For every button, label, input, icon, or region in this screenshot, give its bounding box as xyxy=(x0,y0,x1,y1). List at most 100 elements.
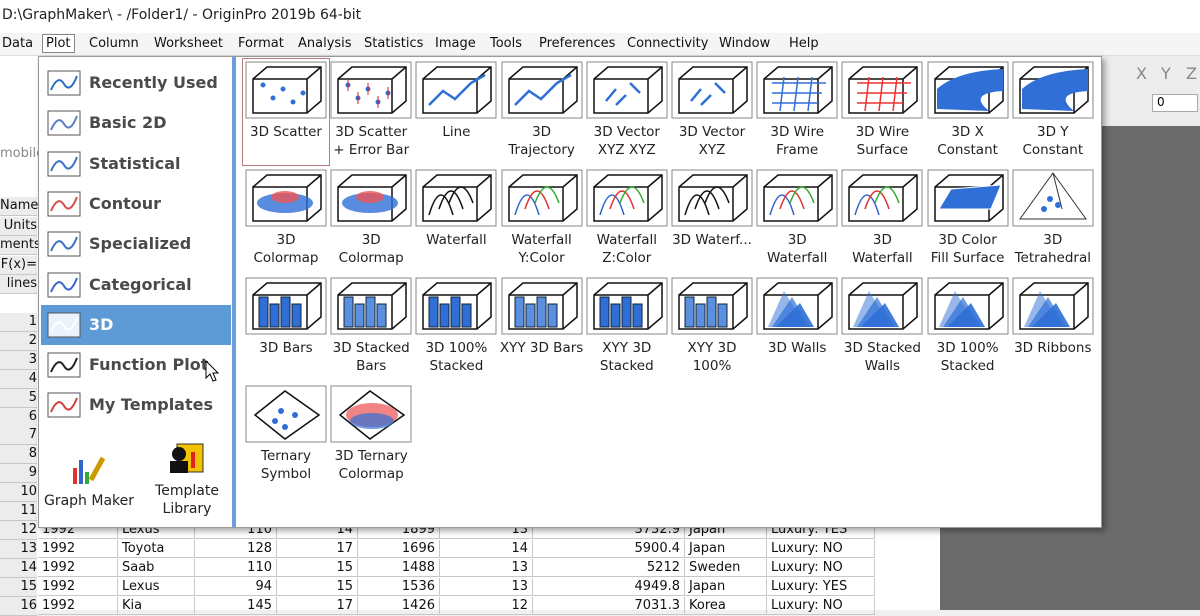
menu-item[interactable]: Image xyxy=(435,36,476,51)
template-item[interactable]: 3D X Constant xyxy=(925,59,1011,165)
template-icon xyxy=(927,61,1009,119)
template-icon xyxy=(330,169,412,227)
category-item[interactable]: Categorical xyxy=(41,265,231,305)
category-item[interactable]: Contour xyxy=(41,184,231,224)
template-icon xyxy=(841,169,923,227)
template-icon xyxy=(415,169,497,227)
category-item[interactable]: Function Plot xyxy=(41,345,231,385)
template-item[interactable]: 3D Wire Surface xyxy=(839,59,925,165)
menu-item[interactable]: Analysis xyxy=(298,36,352,51)
template-icon xyxy=(501,169,583,227)
cell: 13 xyxy=(440,577,533,596)
row-number: 16 xyxy=(0,596,37,616)
template-label: 3D 100% Stacked xyxy=(425,340,488,374)
category-list: Recently Used Basic 2D Statistical Contour S… xyxy=(39,57,233,527)
template-label: 3D Wire Surface xyxy=(855,124,910,158)
cell: 7031.3 xyxy=(533,596,685,615)
row-label: lines xyxy=(0,275,37,294)
template-item[interactable]: XYY 3D 100% xyxy=(669,275,755,381)
template-item[interactable]: 3D Ribbons xyxy=(1010,275,1096,381)
menu-item[interactable]: Worksheet xyxy=(154,36,224,51)
template-item[interactable]: 3D Vector XYZ xyxy=(669,59,755,165)
cell: 15 xyxy=(277,577,358,596)
template-item[interactable]: 3D Trajectory xyxy=(499,59,585,165)
cell: Korea xyxy=(685,596,767,615)
template-icon xyxy=(415,61,497,119)
template-item[interactable]: 3D Waterfall xyxy=(839,167,925,273)
template-label: 3D Colormap xyxy=(253,232,319,266)
template-item[interactable]: XYY 3D Bars xyxy=(499,275,585,381)
menu-item[interactable]: Tools xyxy=(490,36,523,51)
menu-item[interactable]: Preferences xyxy=(539,36,616,51)
template-item[interactable]: 3D 100% Stacked xyxy=(925,275,1011,381)
template-label: 3D Waterfall xyxy=(852,232,913,266)
template-item[interactable]: 3D Stacked Walls xyxy=(839,275,925,381)
cell: 1488 xyxy=(358,558,440,577)
sheet-tab[interactable]: mobile xyxy=(0,146,45,161)
template-item[interactable]: 3D 100% Stacked xyxy=(413,275,499,381)
category-label: Specialized xyxy=(89,234,192,254)
template-item[interactable]: 3D Walls xyxy=(754,275,840,381)
menu-item[interactable]: Statistics xyxy=(364,36,424,51)
template-item[interactable]: XYY 3D Stacked xyxy=(584,275,670,381)
template-item[interactable]: 3D Scatter + Error Bar xyxy=(328,59,414,165)
axis-button[interactable]: X xyxy=(1136,64,1147,83)
template-item[interactable]: 3D Bars xyxy=(243,275,329,381)
template-item[interactable]: 3D Stacked Bars xyxy=(328,275,414,381)
template-item[interactable]: 3D Y Constant xyxy=(1010,59,1096,165)
menu-button[interactable]: Graph Maker xyxy=(43,493,135,509)
menu-item[interactable]: Help xyxy=(789,36,819,51)
template-item[interactable]: 3D Wire Frame xyxy=(754,59,840,165)
template-label: 3D Scatter + Error Bar xyxy=(333,124,410,158)
template-item[interactable]: Waterfall xyxy=(413,167,499,273)
template-item[interactable]: 3D Waterfall xyxy=(754,167,840,273)
axis-button[interactable]: Y xyxy=(1161,64,1171,83)
menu-item[interactable]: Data xyxy=(2,36,34,51)
cell: 1536 xyxy=(358,577,440,596)
row-number: 15 xyxy=(0,577,37,597)
category-item[interactable]: My Templates xyxy=(41,385,231,425)
template-label: 3D Stacked Walls xyxy=(843,340,921,374)
category-item[interactable]: 3D xyxy=(41,304,231,345)
category-item[interactable]: Specialized xyxy=(41,224,231,264)
template-item[interactable]: 3D Waterf... xyxy=(669,167,755,273)
row-number: 3 xyxy=(0,350,37,370)
cell: 15 xyxy=(277,558,358,577)
template-label: 3D X Constant xyxy=(937,124,998,158)
category-label: My Templates xyxy=(89,395,213,415)
template-label: 3D Wire Frame xyxy=(770,124,824,158)
row-number: 5 xyxy=(0,388,37,408)
menu-item[interactable]: Plot xyxy=(42,34,75,53)
template-label: 3D Waterfall xyxy=(766,232,828,266)
template-item[interactable]: 3D Colormap xyxy=(243,167,329,273)
row-label: ments xyxy=(0,236,41,255)
menu-item[interactable]: Column xyxy=(89,36,139,51)
menu-item[interactable]: Format xyxy=(238,36,284,51)
template-item[interactable]: Waterfall Z:Color xyxy=(584,167,670,273)
template-item[interactable]: 3D Color Fill Surface xyxy=(925,167,1011,273)
category-item[interactable]: Recently Used xyxy=(41,63,231,103)
cell: Luxury: YES xyxy=(767,577,875,596)
cell: Sweden xyxy=(685,558,767,577)
category-item[interactable]: Basic 2D xyxy=(41,103,231,143)
input-field[interactable]: 0 xyxy=(1152,94,1198,112)
template-item[interactable]: 3D Vector XYZ XYZ xyxy=(584,59,670,165)
template-item[interactable]: 3D Colormap xyxy=(328,167,414,273)
template-item[interactable]: 3D Scatter xyxy=(242,58,330,166)
menu-button[interactable]: Template Library xyxy=(155,483,219,517)
template-item[interactable]: Waterfall Y:Color xyxy=(499,167,585,273)
cell: 12 xyxy=(440,596,533,615)
template-item[interactable]: Ternary Symbol xyxy=(243,383,329,489)
template-item[interactable]: Line xyxy=(413,59,499,165)
template-label: 3D Bars xyxy=(259,340,313,356)
category-item[interactable]: Statistical xyxy=(41,144,231,184)
menu-item[interactable]: Window xyxy=(719,36,771,51)
menu-item[interactable]: Connectivity xyxy=(627,36,709,51)
axis-button[interactable]: Z xyxy=(1186,64,1197,83)
cell: 17 xyxy=(277,596,358,615)
template-item[interactable]: 3D Ternary Colormap xyxy=(328,383,414,489)
template-label: 3D Ternary Colormap xyxy=(334,448,408,482)
template-item[interactable]: 3D Tetrahedral xyxy=(1010,167,1096,273)
template-icon xyxy=(841,61,923,119)
